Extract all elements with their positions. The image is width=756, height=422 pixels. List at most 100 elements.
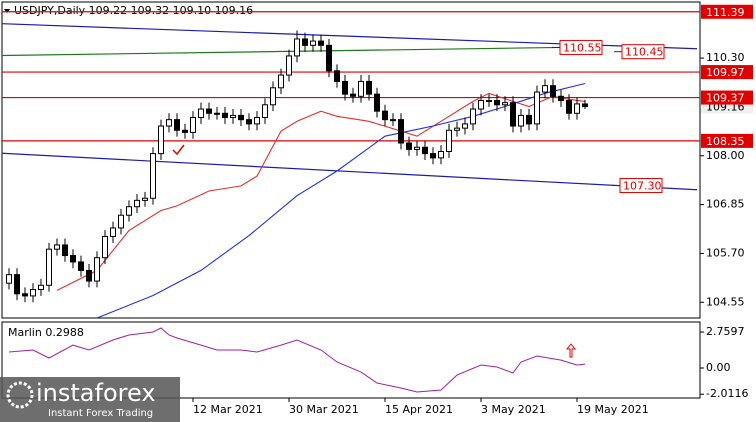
plot-area bbox=[2, 11, 700, 318]
candle-body bbox=[174, 119, 180, 131]
candle-body bbox=[46, 248, 52, 286]
candle-body bbox=[510, 102, 516, 127]
y-tick-label: 104.55 bbox=[706, 295, 745, 308]
trend-line bbox=[2, 152, 698, 191]
candle-body bbox=[390, 119, 396, 122]
candle-body bbox=[518, 114, 524, 127]
candle-body bbox=[574, 103, 580, 114]
candle-body bbox=[254, 117, 260, 125]
y-tick-label: 105.70 bbox=[706, 246, 745, 259]
candle-body bbox=[62, 244, 68, 257]
candle-body bbox=[94, 257, 100, 282]
candle-body bbox=[334, 70, 340, 82]
watermark-brand: instaforex bbox=[36, 379, 156, 407]
candle-body bbox=[342, 80, 348, 95]
candle-body bbox=[494, 100, 500, 106]
x-tick-label: 15 Apr 2021 bbox=[385, 403, 453, 416]
candle-body bbox=[102, 235, 108, 259]
candle-body bbox=[534, 91, 540, 125]
candle-body bbox=[38, 284, 44, 291]
candle-body bbox=[6, 274, 12, 284]
candle-body bbox=[238, 114, 244, 121]
annotation-box bbox=[621, 44, 665, 60]
indicator-title: Marlin 0.2988 bbox=[8, 326, 84, 339]
candle-body bbox=[478, 100, 484, 110]
x-tick-label: 30 Mar 2021 bbox=[289, 403, 359, 416]
annotation-box bbox=[559, 39, 603, 55]
annotation-label: 110.55 bbox=[563, 41, 602, 54]
candle-body bbox=[582, 103, 588, 107]
candle-body bbox=[86, 269, 92, 282]
candle-body bbox=[486, 100, 492, 103]
price-panel bbox=[1, 1, 701, 319]
candle-body bbox=[462, 123, 468, 129]
candle-body bbox=[398, 119, 404, 144]
y-tick-label: 2.7597 bbox=[706, 325, 745, 338]
candle-body bbox=[214, 112, 220, 115]
candle-body bbox=[470, 108, 476, 125]
moving-average bbox=[56, 92, 586, 291]
x-tick-label: 12 Mar 2021 bbox=[193, 403, 263, 416]
candle-body bbox=[550, 85, 556, 97]
candle-body bbox=[118, 214, 124, 229]
candle-body bbox=[366, 80, 372, 95]
trend-line bbox=[2, 46, 562, 57]
candle-body bbox=[350, 93, 356, 97]
candle-body bbox=[542, 85, 548, 93]
candle-body bbox=[278, 74, 284, 89]
candle-body bbox=[158, 125, 164, 155]
candle-body bbox=[446, 129, 452, 153]
candle-body bbox=[190, 117, 196, 133]
candle-body bbox=[230, 114, 236, 119]
level-label-box bbox=[701, 4, 753, 19]
candle-body bbox=[414, 146, 420, 150]
candle-body bbox=[318, 40, 324, 46]
candle-body bbox=[526, 114, 532, 125]
y-tick-label: -2.0116 bbox=[706, 387, 748, 400]
level-label-box bbox=[701, 133, 753, 148]
candle-body bbox=[78, 261, 84, 271]
candle-body bbox=[142, 197, 148, 201]
candle-body bbox=[566, 100, 572, 114]
x-tick-label: 3 May 2021 bbox=[481, 403, 546, 416]
candle-body bbox=[374, 93, 380, 112]
candle-body bbox=[358, 80, 364, 97]
candle-body bbox=[166, 119, 172, 127]
candle-body bbox=[198, 108, 204, 119]
annotation-label: 110.45 bbox=[625, 46, 664, 59]
candle-body bbox=[182, 129, 188, 133]
candle-body bbox=[454, 127, 460, 131]
chart-title: USDJPY,Daily 109.22 109.32 109.10 109.16 bbox=[14, 4, 253, 17]
level-label: 108.35 bbox=[706, 135, 745, 148]
candle-body bbox=[206, 108, 212, 114]
watermark-tagline: Instant Forex Trading bbox=[48, 408, 153, 419]
candle-body bbox=[286, 55, 292, 76]
candle-body bbox=[422, 146, 428, 155]
candle-body bbox=[502, 102, 508, 106]
candle-body bbox=[150, 153, 156, 199]
indicator-line bbox=[8, 327, 586, 393]
candle-body bbox=[382, 110, 388, 121]
annotation-label: 107.30 bbox=[623, 179, 662, 192]
candle-body bbox=[326, 44, 332, 72]
candle-body bbox=[246, 119, 252, 125]
candle-body bbox=[110, 227, 116, 237]
indicator-panel bbox=[1, 321, 701, 399]
candle-body bbox=[438, 151, 444, 159]
candle-body bbox=[262, 104, 268, 119]
candle-body bbox=[134, 199, 140, 208]
candle-body bbox=[30, 289, 36, 297]
y-tick-label: 108.00 bbox=[706, 149, 745, 162]
level-label: 109.97 bbox=[706, 66, 745, 79]
level-label-box bbox=[701, 90, 753, 105]
level-label: 109.37 bbox=[706, 92, 745, 105]
y-tick-label: 0.00 bbox=[706, 361, 731, 374]
check-mark bbox=[172, 144, 185, 156]
candle-body bbox=[430, 153, 436, 159]
candle-body bbox=[22, 293, 28, 297]
candle-body bbox=[302, 38, 308, 46]
